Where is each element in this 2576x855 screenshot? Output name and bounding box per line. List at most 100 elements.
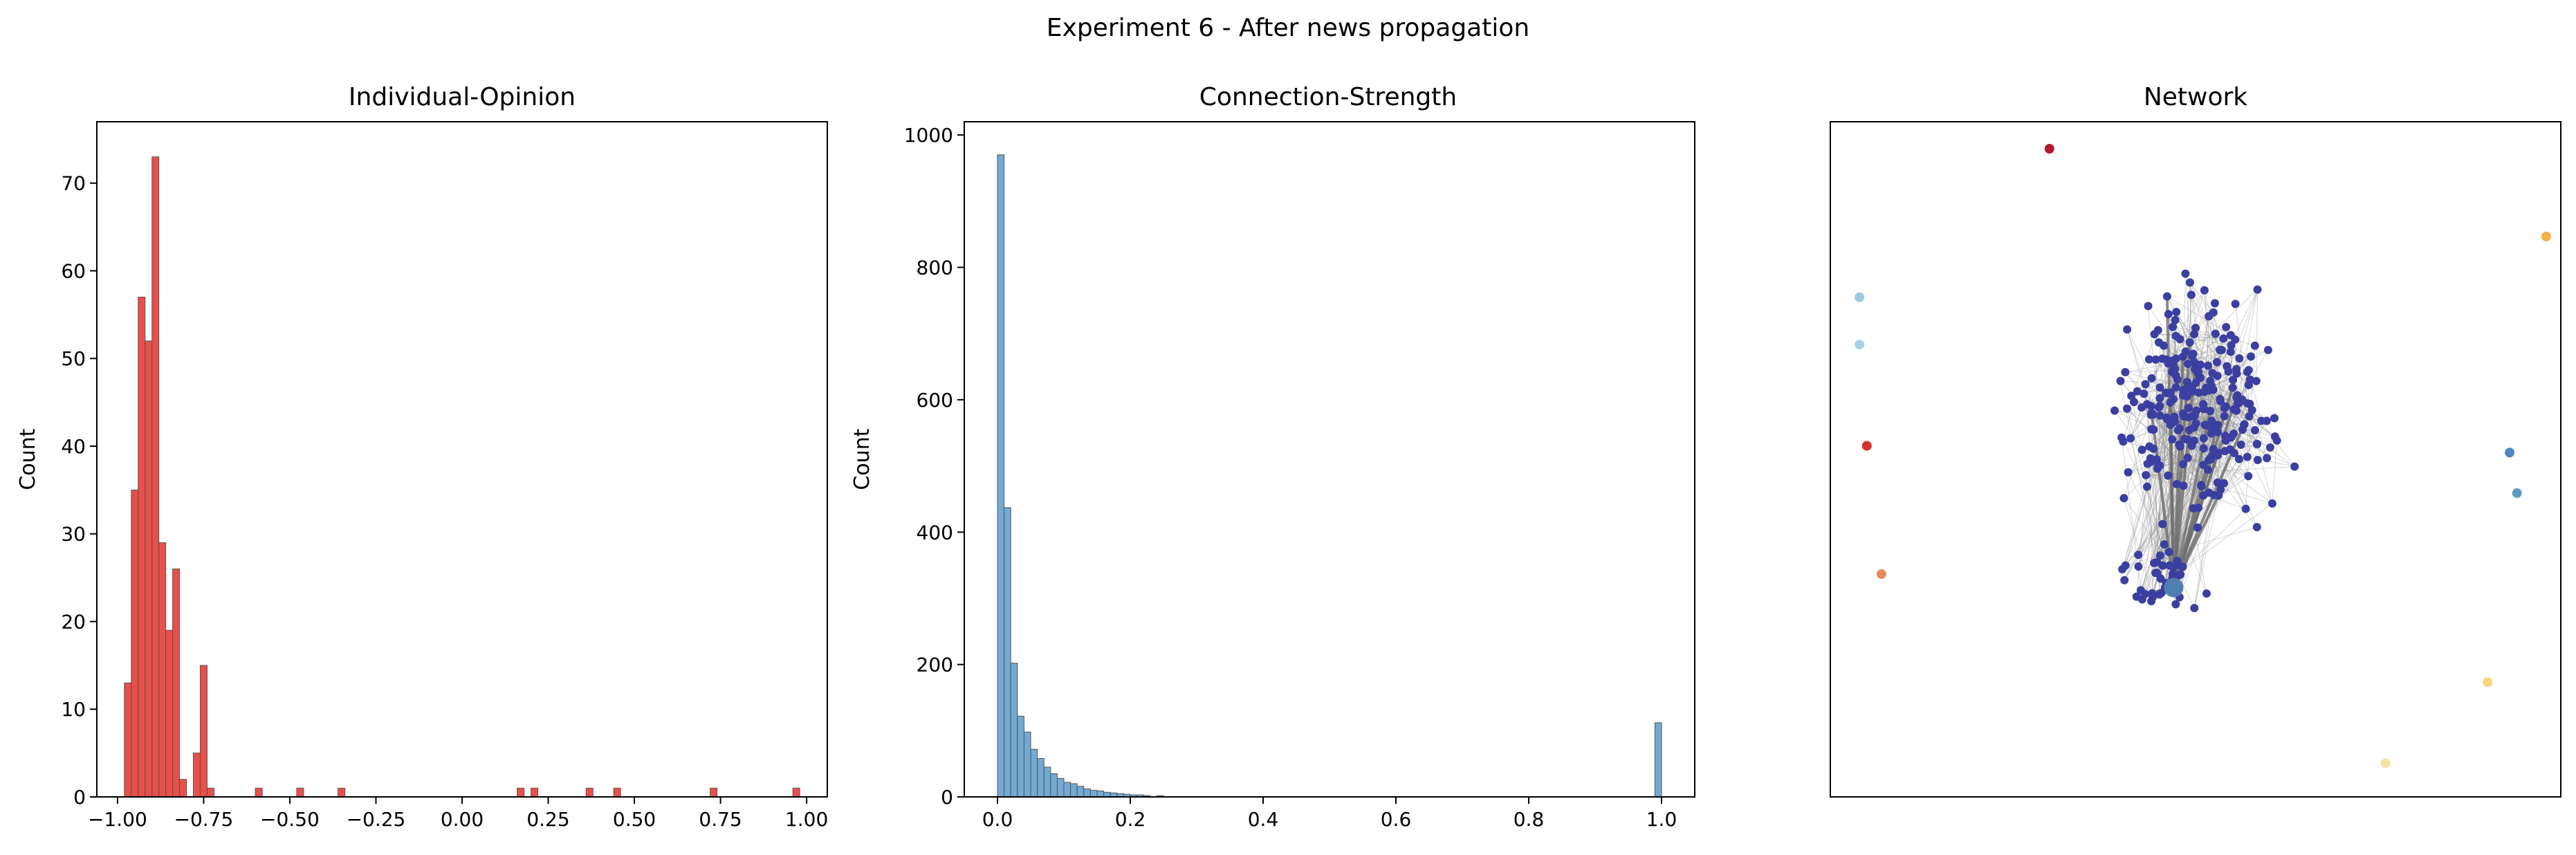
strength-bar [1654,722,1662,798]
opinion-bar [165,629,174,798]
network-edge [2245,345,2256,509]
network-edge [2195,327,2250,405]
opinion-bar [192,753,201,798]
network-node [2149,444,2158,453]
opinion-xtick-label: 0.75 [699,808,742,831]
network-edge [2122,392,2171,569]
network-node [2171,383,2180,392]
network-edge [2130,405,2152,439]
network-edge [2166,296,2232,335]
opinion-bar [179,779,187,798]
network-node [2164,310,2173,319]
network-edge [2211,389,2214,421]
opinion-ytick-label: 40 [61,435,86,458]
network-node [2243,399,2252,408]
strength-bar [1070,783,1078,798]
network-node [2229,376,2238,385]
network-node [2143,400,2152,409]
opinion-bar [255,787,263,798]
network-node [2265,443,2274,452]
opinion-bar [172,568,181,798]
network-edge [2146,475,2246,510]
network-node [2263,454,2272,463]
network-node [2183,453,2192,462]
strength-ytick-label: 400 [917,521,953,544]
network-node [2239,421,2248,430]
network-edge [2130,407,2142,439]
network-outlier-node [2483,677,2493,688]
network-edge [2153,415,2161,563]
network-edge [2163,345,2209,391]
ylabel-connection-strength: Count [850,428,874,490]
network-edge [2193,353,2229,372]
opinion-bar [151,156,160,798]
network-node [2123,325,2132,334]
network-outlier-node [2505,448,2515,458]
network-node [2173,557,2182,566]
opinion-bar [613,787,621,798]
network-node [2227,341,2236,350]
network-node [2194,388,2203,397]
network-node [2253,285,2262,294]
network-node [2206,407,2215,416]
network-hub-node [2164,578,2184,598]
figure-suptitle: Experiment 6 - After news propagation [1047,14,1529,42]
network-node [2202,589,2211,598]
network-node [2290,462,2299,471]
network-node [2212,358,2221,367]
network-node [2200,286,2209,295]
network-edge [2137,444,2242,555]
network-outlier-node [1855,340,1865,350]
network-node [2243,367,2252,376]
network-node [2134,551,2143,560]
network-node [2147,597,2156,606]
network-node [2235,354,2244,363]
opinion-bar [124,682,132,798]
network-edge [2193,395,2238,441]
network-edge [2176,408,2205,562]
network-node [2158,520,2167,528]
network-edge [2124,497,2174,568]
network-node [2169,322,2178,331]
network-node [2153,558,2162,567]
network-node [2164,547,2173,556]
network-node [2191,378,2200,387]
histogram-connection-strength: Connection-Strength Count 0.0 0.2 0.4 0.6 0.… [850,83,1695,831]
network-node [2162,414,2171,423]
network-node [2172,479,2181,488]
network-node [2184,403,2193,412]
network-edge [2146,363,2169,405]
opinion-bar [338,787,346,798]
network-edge [2163,345,2166,394]
network-edge [2160,387,2271,448]
network-node [2154,338,2163,347]
strength-bar [1023,731,1031,798]
opinion-ytick-label: 70 [61,172,86,195]
network-node [2263,345,2272,354]
network-node [2199,444,2208,453]
opinion-bar [531,787,539,798]
network-node [2141,380,2150,389]
opinion-xtick-label: 0.00 [441,808,484,831]
network-node [2202,384,2211,393]
network-edge [2180,289,2258,447]
network-edge [2204,392,2225,409]
network-node [2143,459,2152,468]
opinion-bar [199,665,208,798]
opinion-xtick-label: −0.75 [174,808,234,831]
network-outlier-node [2044,144,2054,154]
network-node [2210,299,2219,308]
strength-bar [1037,758,1045,798]
network-edge [2193,334,2201,365]
network-node [2154,403,2163,412]
network-node [2193,523,2202,532]
network-node [2116,376,2125,385]
network-node [2147,425,2156,434]
panel-title-connection-strength: Connection-Strength [1199,83,1457,111]
network-node [2120,576,2129,585]
network-node [2226,445,2235,454]
ylabel-individual-opinion: Count [16,428,40,490]
network-edge [2169,402,2195,441]
network-node [2129,398,2138,407]
network-edge [2131,330,2159,396]
